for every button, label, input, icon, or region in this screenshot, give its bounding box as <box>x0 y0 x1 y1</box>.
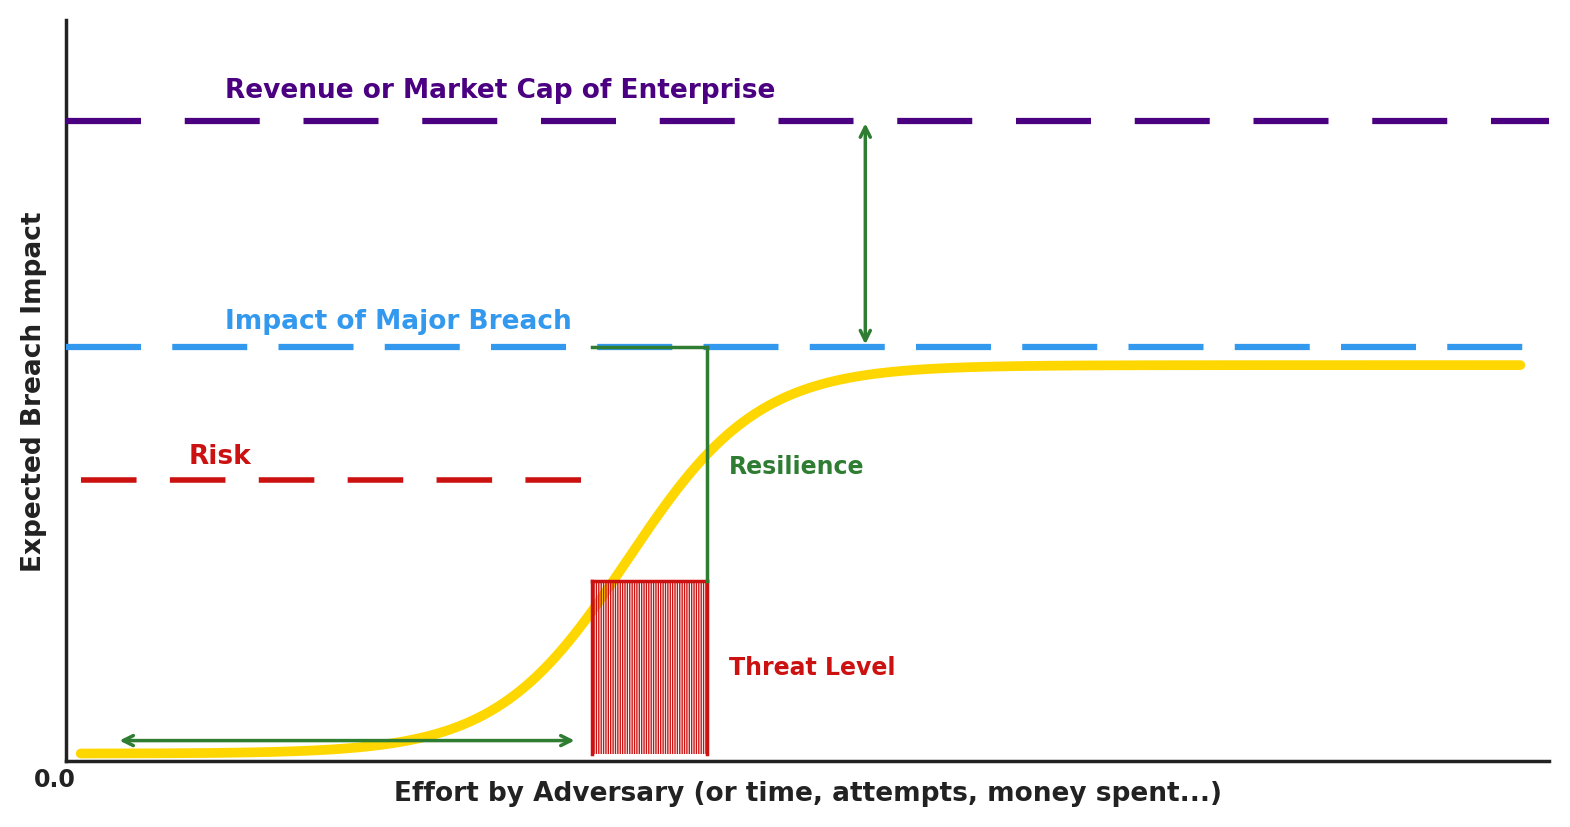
Bar <box>592 581 706 753</box>
Y-axis label: Expected Breach Impact: Expected Breach Impact <box>20 211 47 571</box>
Text: Risk: Risk <box>188 444 251 470</box>
Text: Revenue or Market Cap of Enterprise: Revenue or Market Cap of Enterprise <box>225 78 776 103</box>
X-axis label: Effort by Adversary (or time, attempts, money spent...): Effort by Adversary (or time, attempts, … <box>394 780 1221 806</box>
Text: Impact of Major Breach: Impact of Major Breach <box>225 308 571 335</box>
Text: Threat Level: Threat Level <box>728 656 895 680</box>
Text: 0.0: 0.0 <box>35 767 75 791</box>
Text: Resilience: Resilience <box>728 454 864 478</box>
